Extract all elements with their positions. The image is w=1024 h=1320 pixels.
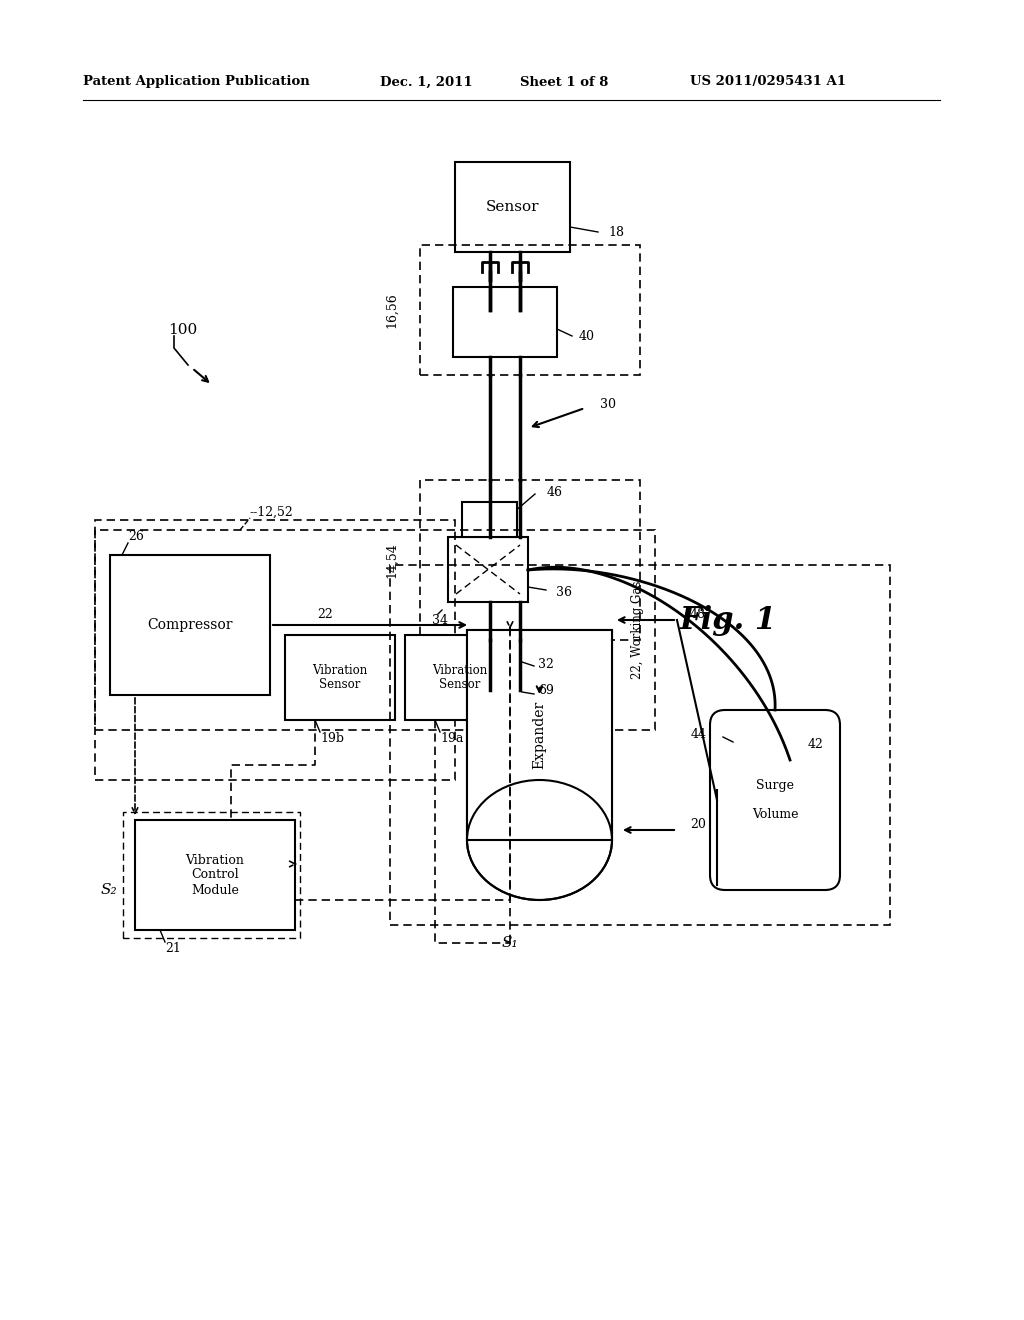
- Text: Vibration
Sensor: Vibration Sensor: [312, 664, 368, 692]
- Bar: [455, 162, 570, 252]
- Text: 69: 69: [538, 684, 554, 697]
- Bar: [420, 480, 640, 640]
- Bar: [95, 531, 655, 730]
- Text: Patent Application Publication: Patent Application Publication: [83, 75, 309, 88]
- Text: 36: 36: [556, 586, 572, 598]
- Text: 100: 100: [168, 323, 198, 337]
- Text: 19a: 19a: [440, 731, 464, 744]
- Text: S₁: S₁: [502, 936, 518, 950]
- Text: 46: 46: [547, 486, 563, 499]
- Text: US 2011/0295431 A1: US 2011/0295431 A1: [690, 75, 846, 88]
- Text: S₂: S₂: [100, 883, 117, 898]
- FancyBboxPatch shape: [710, 710, 840, 890]
- Text: Surge: Surge: [756, 779, 794, 792]
- Text: Vibration
Control
Module: Vibration Control Module: [185, 854, 245, 896]
- Text: 19b: 19b: [319, 731, 344, 744]
- Text: 32: 32: [538, 657, 554, 671]
- Bar: [453, 286, 557, 356]
- Text: Compressor: Compressor: [147, 618, 232, 632]
- Text: Sheet 1 of 8: Sheet 1 of 8: [520, 75, 608, 88]
- Text: Dec. 1, 2011: Dec. 1, 2011: [380, 75, 473, 88]
- Bar: [406, 635, 515, 719]
- Bar: [467, 630, 612, 840]
- Text: 21: 21: [165, 941, 181, 954]
- Ellipse shape: [467, 780, 612, 900]
- Text: 42: 42: [808, 738, 824, 751]
- Bar: [467, 630, 612, 840]
- Text: Vibration
Sensor: Vibration Sensor: [432, 664, 487, 692]
- Bar: [135, 820, 295, 931]
- Bar: [390, 565, 890, 925]
- Text: 16,56: 16,56: [385, 292, 398, 327]
- Text: 44: 44: [691, 729, 707, 742]
- Text: Expander: Expander: [532, 701, 547, 770]
- Text: 22, Working Gas: 22, Working Gas: [631, 581, 643, 680]
- Text: Fig. 1: Fig. 1: [680, 605, 777, 635]
- Text: 14,54: 14,54: [385, 543, 398, 578]
- Text: 18: 18: [608, 226, 624, 239]
- Bar: [467, 630, 612, 840]
- Text: 40: 40: [579, 330, 595, 342]
- Text: 22: 22: [317, 607, 333, 620]
- Text: 20: 20: [690, 817, 706, 830]
- Text: 34: 34: [432, 614, 449, 627]
- Bar: [420, 246, 640, 375]
- Text: 48: 48: [690, 607, 706, 620]
- Bar: [95, 520, 455, 780]
- Bar: [110, 554, 270, 696]
- Text: 30: 30: [600, 397, 616, 411]
- Bar: [449, 537, 528, 602]
- Bar: [462, 502, 517, 537]
- Text: 26: 26: [128, 531, 144, 544]
- Bar: [285, 635, 395, 719]
- Text: Sensor: Sensor: [485, 201, 540, 214]
- Text: Volume: Volume: [752, 808, 799, 821]
- Text: --12,52: --12,52: [250, 506, 294, 519]
